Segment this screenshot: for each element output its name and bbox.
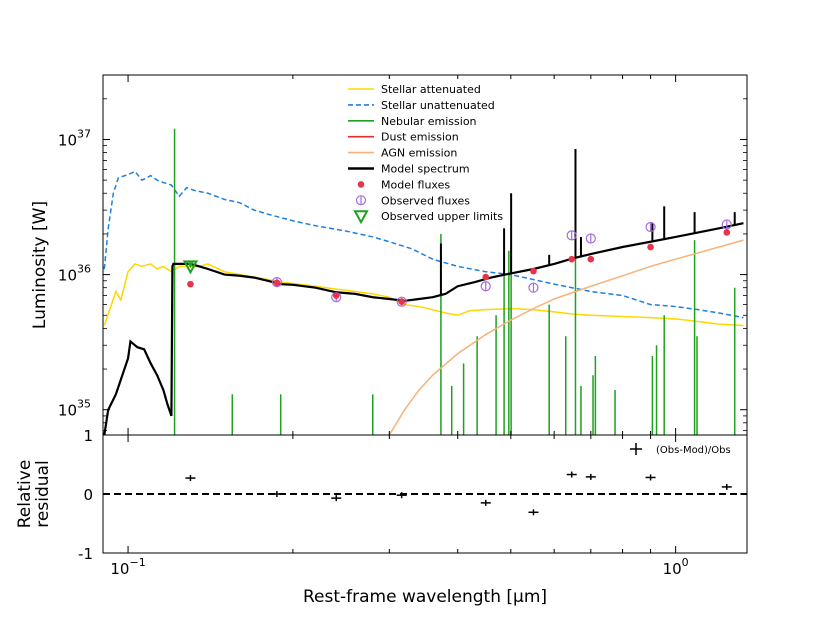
agn-emission-line (388, 239, 744, 435)
legend-label-agn-emission: AGN emission (381, 147, 457, 160)
observed-flux-point-7 (645, 221, 656, 233)
model-flux-point-0 (187, 280, 194, 288)
legend: Stellar attenuated Stellar unattenuated Ne… (348, 83, 503, 225)
upper-limit-marker-0 (182, 260, 199, 275)
legend-label-observed-fluxes: Observed fluxes (381, 194, 470, 207)
observed-flux-point-6 (585, 233, 596, 244)
model-flux-point-7 (587, 255, 595, 263)
y-axis-label: Luminosity [W] (30, 201, 50, 329)
stellar-attenuated-line (103, 263, 744, 327)
model-flux-point-5 (530, 267, 537, 275)
legend-label-observed-upper-limits: Observed upper limits (381, 210, 503, 223)
legend-swatch-model-fluxes (357, 181, 365, 188)
legend-swatch-observed-upper-limits (353, 210, 369, 225)
residual-y-tick-label-2: 1 (83, 427, 93, 445)
y-tick-base: 10 (58, 267, 77, 285)
residual-y-label-line1: Relative (15, 460, 35, 529)
legend-label-model-fluxes: Model fluxes (381, 178, 450, 191)
model-flux-point-2 (332, 292, 340, 299)
observed-flux-point-4 (528, 282, 539, 293)
observed-flux-point-2 (396, 296, 407, 307)
residual-y-tick-label-0: -1 (78, 545, 93, 563)
x-tick-exponent: −1 (129, 556, 145, 569)
model-flux-point-8 (647, 243, 654, 251)
model-flux-point-4 (482, 273, 490, 281)
legend-label-dust-emission: Dust emission (381, 131, 459, 144)
stellar-unattenuated-line (103, 170, 744, 319)
y-tick-exponent: 35 (77, 398, 91, 411)
upper-limit-marker-fill-0 (187, 262, 194, 269)
legend-label-stellar-unattenuated: Stellar unattenuated (381, 99, 495, 112)
y-tick-base: 10 (58, 402, 77, 420)
observed-flux-point-3 (480, 281, 491, 292)
model-flux-point-9 (723, 229, 731, 236)
y-tick-label-1: 1036 (58, 263, 91, 285)
x-tick-label-1: 100 (663, 556, 689, 578)
model-flux-point-3 (398, 298, 405, 306)
legend-label-stellar-attenuated: Stellar attenuated (381, 83, 481, 96)
x-tick-exponent: 0 (682, 556, 689, 569)
y-tick-label-0: 1035 (58, 398, 91, 420)
observed-flux-point-5 (566, 230, 577, 241)
y-tick-label-2: 1037 (58, 127, 91, 149)
x-tick-base: 10 (663, 560, 682, 578)
residual-legend-label: (Obs-Mod)/Obs (656, 445, 731, 456)
model-flux-point-6 (568, 255, 576, 263)
model-flux-point-1 (273, 279, 281, 287)
x-tick-base: 10 (110, 560, 129, 578)
residual-y-label-line2: residual (33, 460, 53, 527)
legend-label-model-spectrum: Model spectrum (381, 163, 470, 176)
x-axis-label: Rest-frame wavelength [μm] (303, 587, 547, 607)
y-tick-exponent: 37 (77, 127, 91, 140)
legend-label-nebular-emission: Nebular emission (381, 115, 477, 128)
x-tick-label-0: 10−1 (110, 556, 145, 578)
y-tick-exponent: 36 (77, 263, 91, 276)
observed-flux-point-0 (271, 276, 283, 288)
model-spectrum-line (103, 222, 744, 435)
observed-flux-point-8 (721, 219, 732, 230)
residual-y-tick-label-1: 0 (83, 486, 93, 504)
y-tick-base: 10 (58, 131, 77, 149)
legend-swatch-observed-fluxes (355, 195, 367, 206)
